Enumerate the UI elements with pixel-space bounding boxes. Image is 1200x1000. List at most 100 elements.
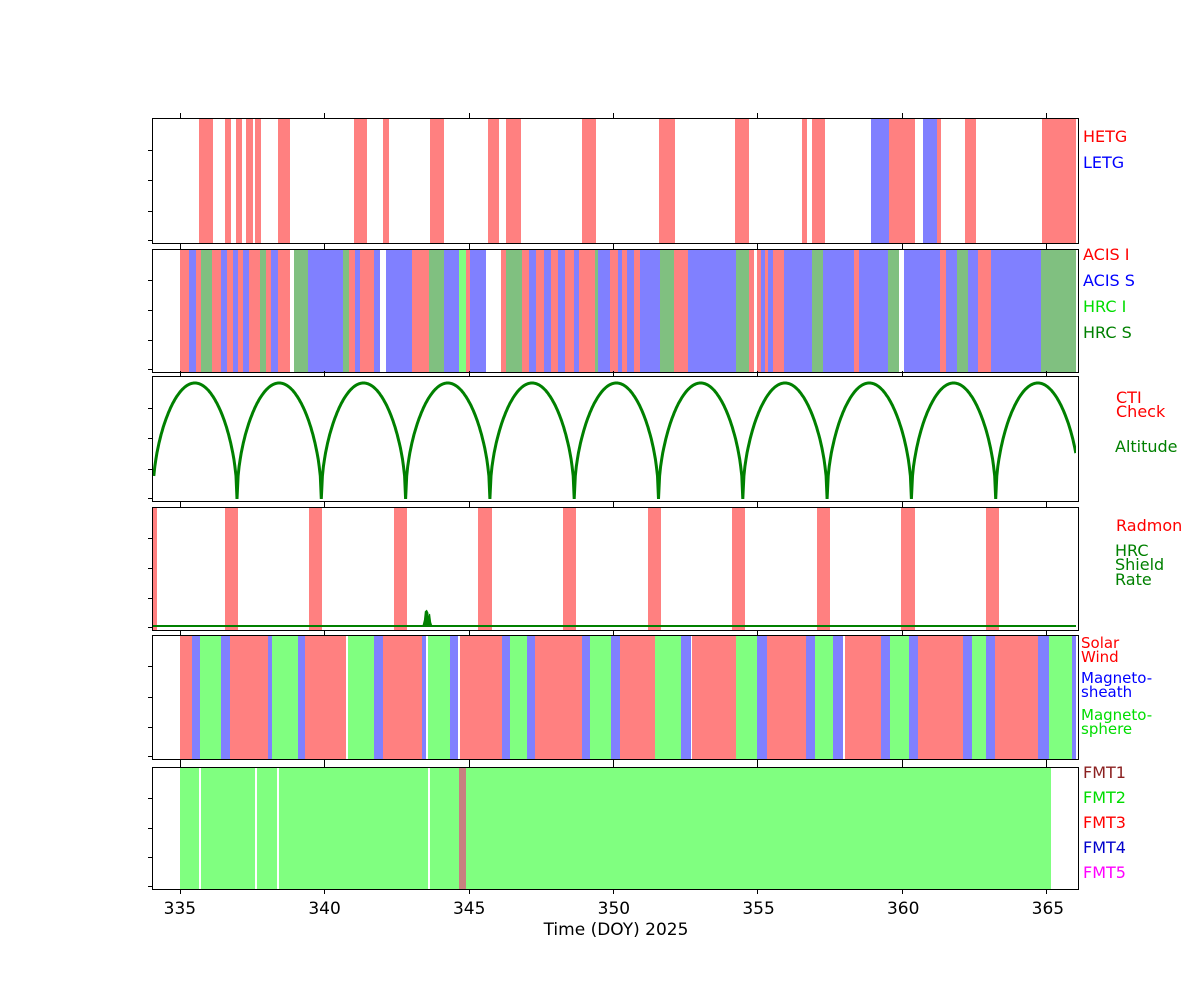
radmon-bar bbox=[647, 508, 661, 630]
magnetosphere-bar bbox=[890, 636, 909, 759]
legend-acis-i: ACIS I bbox=[1083, 245, 1130, 264]
acis-s-bar bbox=[221, 250, 228, 372]
x-major-tick bbox=[468, 502, 470, 507]
acis-i-bar bbox=[249, 250, 261, 372]
y-minor-tick bbox=[148, 149, 152, 151]
solar-wind-bar bbox=[230, 636, 269, 759]
acis-i-bar bbox=[522, 250, 529, 372]
x-major-tick bbox=[468, 889, 470, 894]
acis-i-bar bbox=[412, 250, 429, 372]
hetg-bar bbox=[889, 119, 915, 243]
magnetosheath-bar bbox=[502, 636, 511, 759]
magnetosheath-bar bbox=[611, 636, 621, 759]
panel-orbit-altitude bbox=[148, 371, 1079, 506]
acis-i-bar bbox=[348, 250, 356, 372]
x-tick-label: 340 bbox=[308, 899, 341, 919]
acis-i-bar bbox=[853, 250, 859, 372]
y-minor-tick bbox=[148, 886, 152, 887]
x-major-tick bbox=[757, 371, 759, 376]
fmt2-bar bbox=[465, 768, 1052, 889]
x-tick-label: 350 bbox=[597, 899, 631, 919]
x-major-tick bbox=[757, 889, 759, 894]
magnetosheath-bar bbox=[268, 636, 272, 759]
magnetosheath-bar bbox=[450, 636, 458, 759]
legend-magnetosphere: Magneto- sphere bbox=[1081, 706, 1153, 738]
radmon-bar bbox=[478, 508, 492, 630]
fmt3-bar bbox=[458, 768, 466, 889]
solar-wind-bar bbox=[179, 636, 192, 759]
solar-wind-bar bbox=[460, 636, 503, 759]
hrc-s-bar bbox=[812, 250, 823, 372]
magnetosheath-bar bbox=[756, 636, 767, 759]
x-major-tick bbox=[901, 244, 903, 249]
magnetosheath-bar bbox=[1071, 636, 1076, 759]
acis-s-bar bbox=[355, 250, 361, 372]
magnetosheath-bar bbox=[422, 636, 426, 759]
acis-i-bar bbox=[265, 250, 272, 372]
x-major-tick bbox=[612, 630, 614, 635]
radmon-bar bbox=[224, 508, 238, 630]
legend-fmt4: FMT4 bbox=[1083, 838, 1126, 857]
letg-bar bbox=[923, 119, 938, 243]
hetg-bar bbox=[488, 119, 500, 243]
y-minor-tick bbox=[148, 340, 152, 341]
acis-s-bar bbox=[687, 250, 736, 372]
x-major-tick bbox=[468, 113, 470, 118]
solar-wind-bar bbox=[535, 636, 582, 759]
acis-s-bar bbox=[308, 250, 343, 372]
magnetosheath-bar bbox=[833, 636, 844, 759]
hrc-s-bar bbox=[659, 250, 674, 372]
solar-wind-bar bbox=[766, 636, 807, 759]
acis-i-bar bbox=[227, 250, 233, 372]
panel-telemetry-formats bbox=[148, 762, 1079, 894]
x-major-tick bbox=[757, 502, 759, 507]
magnetosphere-bar bbox=[427, 636, 451, 759]
x-major-tick bbox=[901, 113, 903, 118]
hetg-bar bbox=[582, 119, 596, 243]
legend-magnetosheath: Magneto- sheath bbox=[1081, 669, 1153, 701]
acis-i-bar bbox=[196, 250, 202, 372]
legend-hrc-i: HRC I bbox=[1083, 297, 1127, 316]
x-major-tick bbox=[468, 630, 470, 635]
hrc-s-bar bbox=[342, 250, 349, 372]
acis-i-bar bbox=[978, 250, 992, 372]
y-minor-tick bbox=[148, 407, 152, 409]
acis-i-bar bbox=[622, 250, 627, 372]
magnetosphere-bar bbox=[271, 636, 299, 759]
x-major-tick bbox=[901, 630, 903, 635]
magnetosphere-bar bbox=[654, 636, 681, 759]
y-minor-tick bbox=[148, 756, 152, 757]
acis-s-bar bbox=[858, 250, 889, 372]
acis-i-bar bbox=[465, 250, 470, 372]
magnetosphere-bar bbox=[510, 636, 527, 759]
hetg-bar bbox=[199, 119, 214, 243]
acis-i-bar bbox=[180, 250, 189, 372]
solar-wind-bar bbox=[995, 636, 1039, 759]
panel-orbit-altitude-bars bbox=[153, 377, 1078, 501]
magnetosphere-bar bbox=[972, 636, 986, 759]
x-major-tick bbox=[468, 762, 470, 767]
x-major-tick bbox=[757, 244, 759, 249]
y-minor-tick bbox=[148, 857, 152, 859]
radmon-bar bbox=[309, 508, 323, 630]
y-minor-tick bbox=[148, 598, 152, 599]
x-major-tick bbox=[612, 113, 614, 118]
acis-s-bar bbox=[470, 250, 486, 372]
panel-gratings-bars bbox=[153, 119, 1078, 243]
legend-fmt1: FMT1 bbox=[1083, 763, 1126, 782]
acis-i-bar bbox=[610, 250, 619, 372]
hetg-bar bbox=[245, 119, 253, 243]
acis-i-bar bbox=[578, 250, 595, 372]
acis-s-bar bbox=[967, 250, 979, 372]
hetg-bar bbox=[659, 119, 675, 243]
magnetosphere-bar bbox=[735, 636, 757, 759]
x-major-tick bbox=[612, 762, 614, 767]
acis-s-bar bbox=[573, 250, 579, 372]
legend-hrc-s: HRC S bbox=[1083, 323, 1132, 342]
x-tick-label: 355 bbox=[742, 899, 775, 919]
panel-telemetry-formats-bars bbox=[153, 768, 1078, 889]
y-minor-tick bbox=[148, 827, 152, 829]
acis-s-bar bbox=[558, 250, 566, 372]
hetg-bar bbox=[965, 119, 977, 243]
